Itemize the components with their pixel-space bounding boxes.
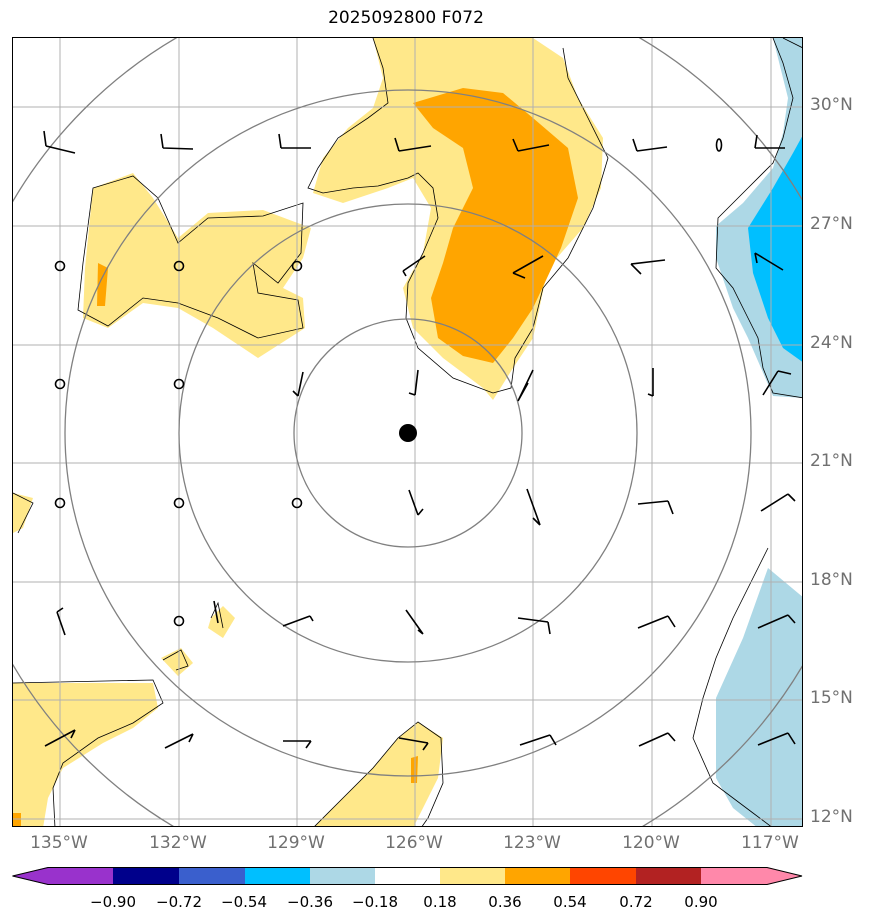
wind-barbs	[43, 130, 796, 751]
range-rings	[13, 38, 802, 826]
colorbar-segment	[375, 867, 440, 885]
colorbar-tick-label: −0.54	[221, 893, 267, 911]
map-title: 2025092800 F072	[328, 8, 484, 28]
lon-label-123w: 123°W	[503, 833, 561, 853]
lon-label-129w: 129°W	[267, 833, 325, 853]
colorbar-segment	[636, 867, 701, 885]
colorbar-tick-label: 0.36	[488, 893, 522, 911]
colorbar-tick-label: 0.54	[553, 893, 587, 911]
strong-negative-anomaly-fill	[748, 136, 802, 362]
colorbar-tick-label: 0.72	[619, 893, 653, 911]
colorbar	[12, 867, 803, 885]
lon-label-132w: 132°W	[149, 833, 207, 853]
colorbar-segment	[179, 867, 245, 885]
lat-label-21n: 21°N	[810, 451, 853, 471]
colorbar-tick-label: −0.36	[287, 893, 333, 911]
lat-label-30n: 30°N	[810, 95, 853, 115]
storm-center-marker	[399, 424, 417, 442]
colorbar-segment	[505, 867, 570, 885]
lat-label-15n: 15°N	[810, 688, 853, 708]
lat-lon-grid	[13, 38, 802, 826]
colorbar-segment	[570, 867, 636, 885]
negative-anomaly-fill	[716, 38, 802, 826]
lat-label-24n: 24°N	[810, 333, 853, 353]
lon-label-126w: 126°W	[385, 833, 443, 853]
colorbar-segment	[310, 867, 375, 885]
map-canvas	[13, 38, 802, 826]
colorbar-segment	[701, 867, 802, 885]
lat-label-27n: 27°N	[810, 214, 853, 234]
colorbar-segment	[245, 867, 310, 885]
colorbar-tick-label: 0.18	[423, 893, 457, 911]
calm-wind-circles	[54, 260, 303, 627]
colorbar-tick-label: −0.90	[90, 893, 136, 911]
lon-label-120w: 120°W	[622, 833, 680, 853]
colorbar-tick-label: −0.18	[352, 893, 398, 911]
map-panel	[12, 37, 803, 827]
colorbar-tick-label: −0.72	[156, 893, 202, 911]
lon-label-135w: 135°W	[30, 833, 88, 853]
lat-label-18n: 18°N	[810, 570, 853, 590]
colorbar-tick-label: 0.90	[684, 893, 718, 911]
lon-label-117w: 117°W	[741, 833, 799, 853]
colorbar-segment	[440, 867, 505, 885]
colorbar-segment	[113, 867, 179, 885]
colorbar-segment	[12, 867, 113, 885]
lat-label-12n: 12°N	[810, 807, 853, 827]
